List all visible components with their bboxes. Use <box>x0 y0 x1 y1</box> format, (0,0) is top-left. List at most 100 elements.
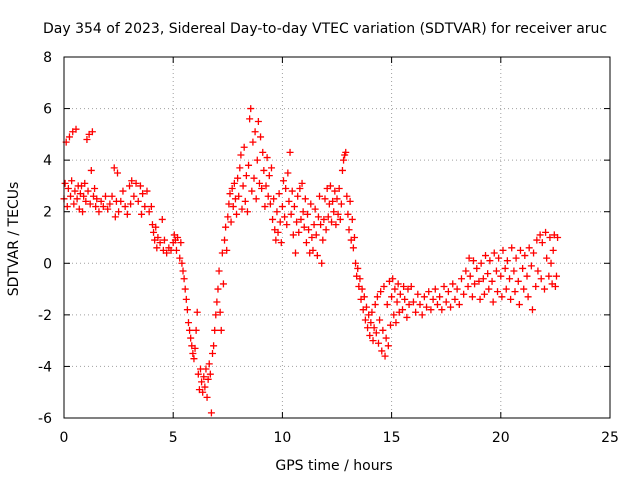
data-point <box>495 254 503 262</box>
data-point <box>272 236 280 244</box>
data-point <box>508 244 516 252</box>
data-point <box>451 295 459 303</box>
data-point <box>82 197 90 205</box>
data-point <box>414 290 422 298</box>
data-point <box>477 259 485 267</box>
data-point <box>405 301 413 309</box>
data-point <box>224 213 232 221</box>
data-point <box>352 259 360 267</box>
data-point <box>259 148 267 156</box>
data-point <box>316 192 324 200</box>
data-point <box>80 192 88 200</box>
data-point <box>182 295 190 303</box>
data-point <box>345 226 353 234</box>
data-point <box>372 329 380 337</box>
data-point <box>416 301 424 309</box>
data-point <box>211 326 219 334</box>
data-point <box>237 151 245 159</box>
data-point <box>73 195 81 203</box>
data-point <box>436 293 444 301</box>
data-point <box>492 267 500 275</box>
data-point <box>377 288 385 296</box>
data-point <box>213 298 221 306</box>
data-point <box>342 148 350 156</box>
data-point <box>247 105 255 113</box>
data-point <box>503 257 511 265</box>
data-point <box>490 249 498 257</box>
data-point <box>294 192 302 200</box>
data-point <box>132 179 140 187</box>
data-point <box>358 285 366 293</box>
data-point <box>320 215 328 223</box>
x-tick-labels: 0 5 10 15 20 25 <box>60 430 619 446</box>
data-point <box>227 218 235 226</box>
data-point <box>515 301 523 309</box>
data-point <box>203 393 211 401</box>
data-point <box>538 239 546 247</box>
data-point <box>206 370 214 378</box>
data-point <box>234 174 242 182</box>
data-point <box>71 187 79 195</box>
data-point <box>178 259 186 267</box>
data-point <box>287 210 295 218</box>
data-point <box>270 195 278 203</box>
data-point <box>301 195 309 203</box>
data-point <box>528 306 536 314</box>
data-point <box>462 267 470 275</box>
data-point <box>233 210 241 218</box>
data-point <box>63 203 71 211</box>
data-point <box>369 337 377 345</box>
data-point <box>360 293 368 301</box>
data-point <box>399 306 407 314</box>
data-point <box>308 234 316 241</box>
data-point <box>145 208 153 216</box>
data-point <box>525 244 533 252</box>
data-point <box>511 288 519 296</box>
data-point <box>425 288 433 296</box>
data-point <box>387 321 395 329</box>
data-point <box>407 282 415 290</box>
data-point <box>337 200 345 208</box>
data-point <box>370 324 378 332</box>
data-point <box>230 179 238 187</box>
data-point <box>510 267 518 275</box>
data-point <box>152 223 160 231</box>
data-point <box>111 213 119 221</box>
data-point <box>198 378 206 386</box>
data-point <box>141 203 149 211</box>
data-point <box>99 203 107 211</box>
data-point <box>250 174 258 182</box>
data-point <box>440 282 448 290</box>
data-point <box>485 285 493 293</box>
data-point <box>266 200 274 208</box>
data-point <box>257 133 265 141</box>
data-point <box>512 254 520 262</box>
data-point <box>479 275 487 283</box>
data-point <box>70 200 78 208</box>
data-point <box>87 166 95 174</box>
data-point <box>455 301 463 309</box>
data-point <box>460 290 468 298</box>
data-point <box>189 350 197 358</box>
data-point <box>177 239 185 247</box>
data-point <box>121 203 129 211</box>
y-axis-title: SDTVAR / TECUs <box>6 182 22 297</box>
data-point <box>519 264 527 272</box>
data-point <box>91 185 99 193</box>
data-point <box>453 285 461 293</box>
data-point <box>117 197 125 205</box>
data-point <box>304 210 312 218</box>
data-point <box>307 200 315 208</box>
data-point <box>214 285 222 293</box>
data-point <box>476 295 484 303</box>
data-point <box>299 208 307 216</box>
data-point <box>298 179 306 187</box>
data-point <box>388 293 396 301</box>
data-point <box>438 306 446 314</box>
data-point <box>403 313 411 321</box>
data-point <box>449 280 457 288</box>
x-tick-label: 20 <box>492 430 510 446</box>
data-point <box>284 169 292 177</box>
x-tick-label: 25 <box>601 430 619 446</box>
data-point <box>186 326 194 334</box>
